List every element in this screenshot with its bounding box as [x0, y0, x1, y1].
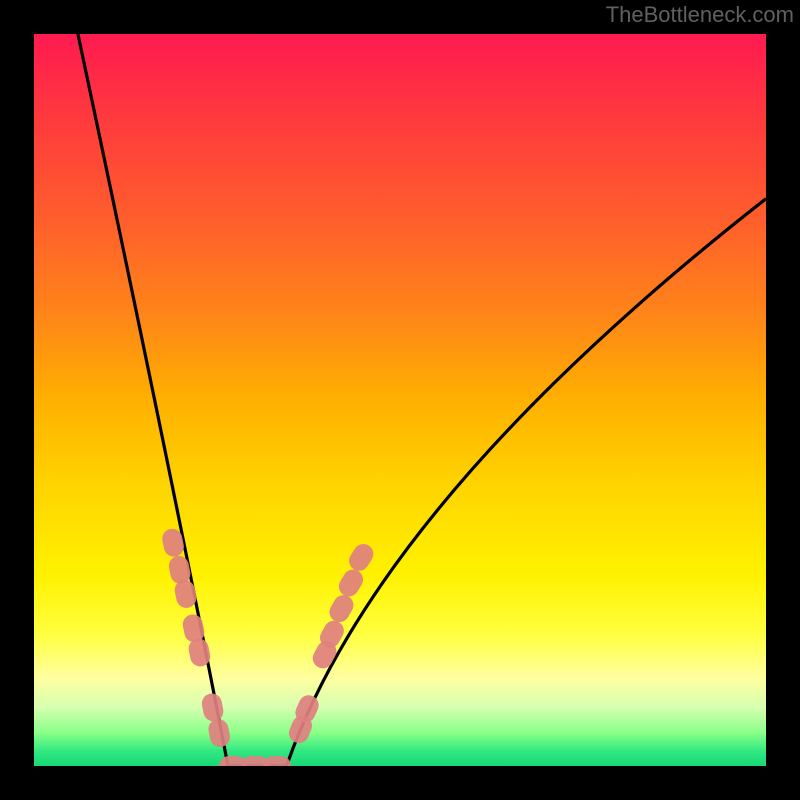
plot-svg — [34, 34, 766, 766]
chart-stage: TheBottleneck.com — [0, 0, 800, 800]
plot-area — [34, 34, 766, 766]
gradient-background — [34, 34, 766, 766]
watermark-text: TheBottleneck.com — [606, 2, 794, 28]
